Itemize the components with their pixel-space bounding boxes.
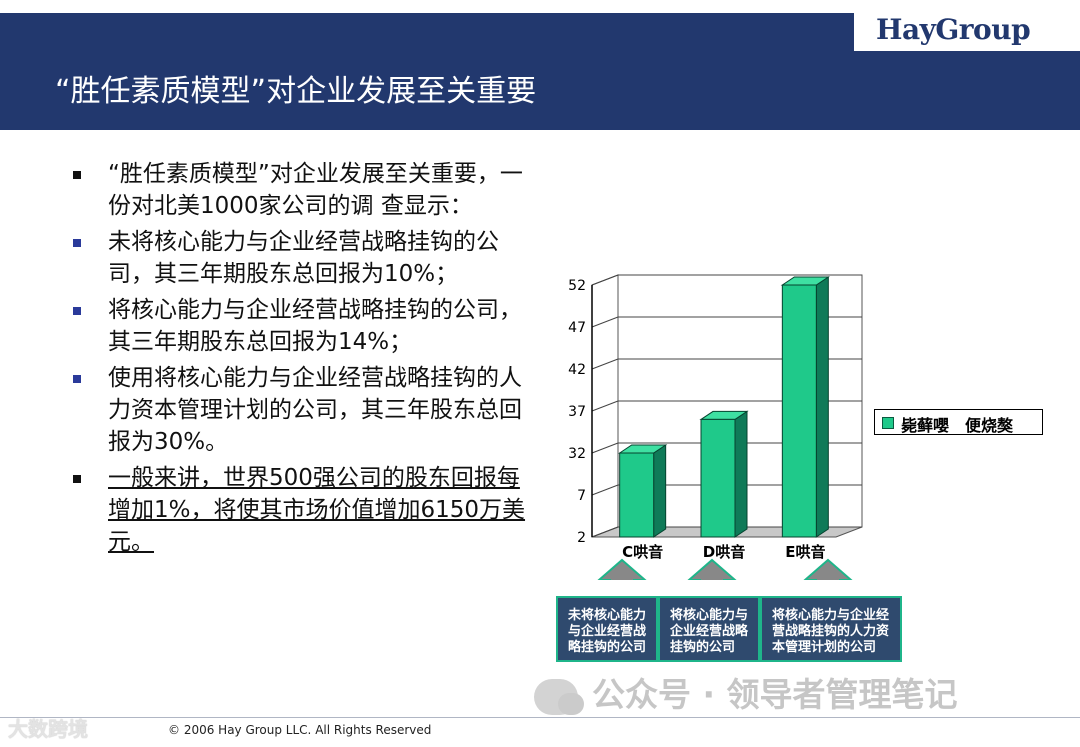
grid-line-side (591, 484, 619, 496)
bullet-item-survey: “胜任素质模型”对企业发展至关重要，一份对北美1000家公司的调 查显示： (70, 158, 530, 222)
bar-side (815, 276, 829, 538)
header-banner: HayGroup “胜任素质模型”对企业发展至关重要 (0, 13, 1080, 130)
x-tick-label: C哄音 (622, 543, 663, 561)
bar (781, 284, 817, 538)
logo-box: HayGroup (854, 13, 1080, 51)
up-arrow-icon (803, 558, 853, 580)
bullet-list: “胜任素质模型”对企业发展至关重要，一份对北美1000家公司的调 查显示： 未将… (70, 158, 530, 562)
caption-linked: 将核心能力与企业经营战略挂钩的公司 (658, 596, 760, 662)
chart-bars (618, 276, 830, 538)
grid-line-side (591, 526, 619, 538)
wechat-icon (534, 678, 584, 715)
grid-line-side (591, 358, 619, 370)
bullet-item-linked: 将核心能力与企业经营战略挂钩的公司，其三年期股东总回报为14%； (70, 294, 530, 358)
grid-line-side (591, 442, 619, 454)
bullet-item-fortune500-text: 一般来讲，世界500强公司的股东回报每增加1%，将使其市场价值增加6150万美元… (108, 465, 526, 555)
caption-unlinked: 未将核心能力与企业经营战略挂钩的公司 (556, 596, 658, 662)
slide-title: “胜任素质模型”对企业发展至关重要 (55, 74, 537, 109)
x-tick-label: D哄音 (703, 543, 745, 561)
footer-divider (0, 717, 1080, 718)
chart-x-ticks: C哄音 D哄音 E哄音 (622, 543, 825, 561)
bullet-item-hr-plan: 使用将核心能力与企业经营战略挂钩的人力资本管理计划的公司，其三年股东总回报为30… (70, 362, 530, 458)
grid-line-side (591, 274, 619, 286)
bar (700, 418, 736, 538)
y-tick-label: 32 (568, 446, 586, 462)
grid-line-side (591, 400, 619, 412)
legend-label: 毙藓嚶 便烧獒 (901, 416, 1014, 435)
up-arrow-icon (597, 558, 647, 580)
haygroup-logo: HayGroup (876, 13, 1031, 46)
y-tick-label: 2 (577, 530, 586, 546)
watermark-right: 公众号 · 领导者管理笔记 (534, 668, 958, 716)
y-tick-label: 47 (568, 320, 586, 336)
chart-legend: 毙藓嚶 便烧獒 (874, 409, 1043, 435)
watermark-left: 大数跨境 (8, 717, 88, 741)
x-tick-label: E哄音 (785, 543, 825, 561)
bar-side (734, 410, 748, 538)
y-tick-label: 52 (568, 278, 586, 294)
y-tick-label: 42 (568, 362, 586, 378)
up-arrow-icon (687, 558, 737, 580)
bullet-item-unlinked: 未将核心能力与企业经营战略挂钩的公司，其三年期股东总回报为10%； (70, 226, 530, 290)
copyright-text: © 2006 Hay Group LLC. All Rights Reserve… (168, 723, 432, 737)
y-tick-label: 37 (568, 404, 586, 420)
grid-line-side (591, 316, 619, 328)
watermark-right-text: 公众号 · 领导者管理笔记 (592, 675, 958, 714)
chart-arrows (597, 558, 853, 580)
y-tick-label: 7 (577, 488, 586, 504)
caption-hr-plan: 将核心能力与企业经营战略挂钩的人力资本管理计划的公司 (760, 596, 902, 662)
bullet-item-fortune500: 一般来讲，世界500强公司的股东回报每增加1%，将使其市场价值增加6150万美元… (70, 462, 530, 558)
bar (619, 452, 655, 538)
bar-side (653, 444, 667, 538)
legend-swatch (882, 417, 894, 429)
